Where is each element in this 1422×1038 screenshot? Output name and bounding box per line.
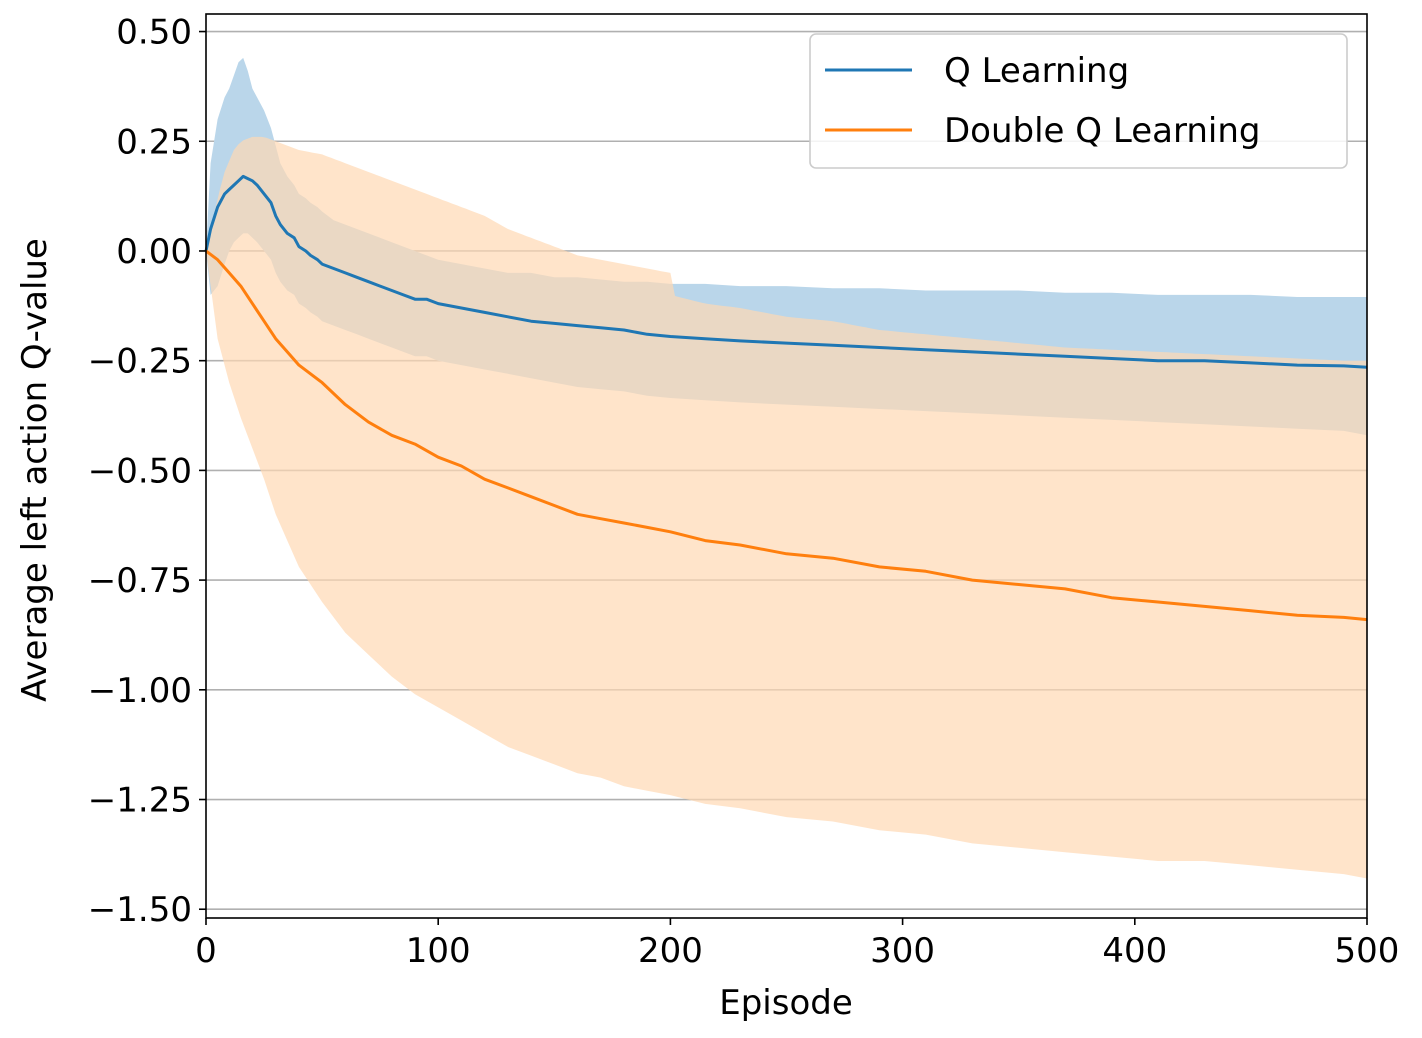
y-axis-ticks: 0.50 0.25 0.00 −0.25 −0.50 −0.75 −1.00 −1.25 −1.… xyxy=(88,13,206,930)
legend-entry-q-learning-label: Q Learning xyxy=(944,51,1129,91)
double-q-learning-band xyxy=(206,136,1367,879)
y-tick-label: 0.25 xyxy=(116,122,192,162)
x-axis-ticks: 0 100 200 300 400 500 xyxy=(195,918,1399,971)
y-tick-label: −0.75 xyxy=(88,561,192,601)
x-tick-label: 400 xyxy=(1102,931,1167,971)
y-tick-label: −1.50 xyxy=(88,890,192,930)
x-tick-label: 100 xyxy=(406,931,471,971)
x-tick-label: 500 xyxy=(1335,931,1400,971)
y-tick-label: 0.50 xyxy=(116,13,192,53)
y-axis-label: Average left action Q-value xyxy=(15,238,55,702)
y-tick-label: −0.25 xyxy=(88,342,192,382)
x-tick-label: 200 xyxy=(638,931,703,971)
legend-entry-double-q-learning-label: Double Q Learning xyxy=(944,111,1260,151)
x-tick-label: 0 xyxy=(195,931,217,971)
double-q-learning-line xyxy=(205,249,1368,622)
y-tick-label: −1.00 xyxy=(88,671,192,711)
legend-box xyxy=(809,33,1348,169)
legend: Q Learning Double Q Learning xyxy=(809,33,1348,169)
plot-frame xyxy=(205,13,1368,919)
x-axis-label: Episode xyxy=(719,983,853,1023)
q-learning-line xyxy=(204,174,1368,369)
y-tick-label: −1.25 xyxy=(88,781,192,821)
y-tick-label: 0.00 xyxy=(116,232,192,272)
series-lines xyxy=(204,174,1368,622)
x-tick-label: 300 xyxy=(870,931,935,971)
y-tick-label: −0.50 xyxy=(88,451,192,491)
confidence-bands xyxy=(206,57,1367,879)
